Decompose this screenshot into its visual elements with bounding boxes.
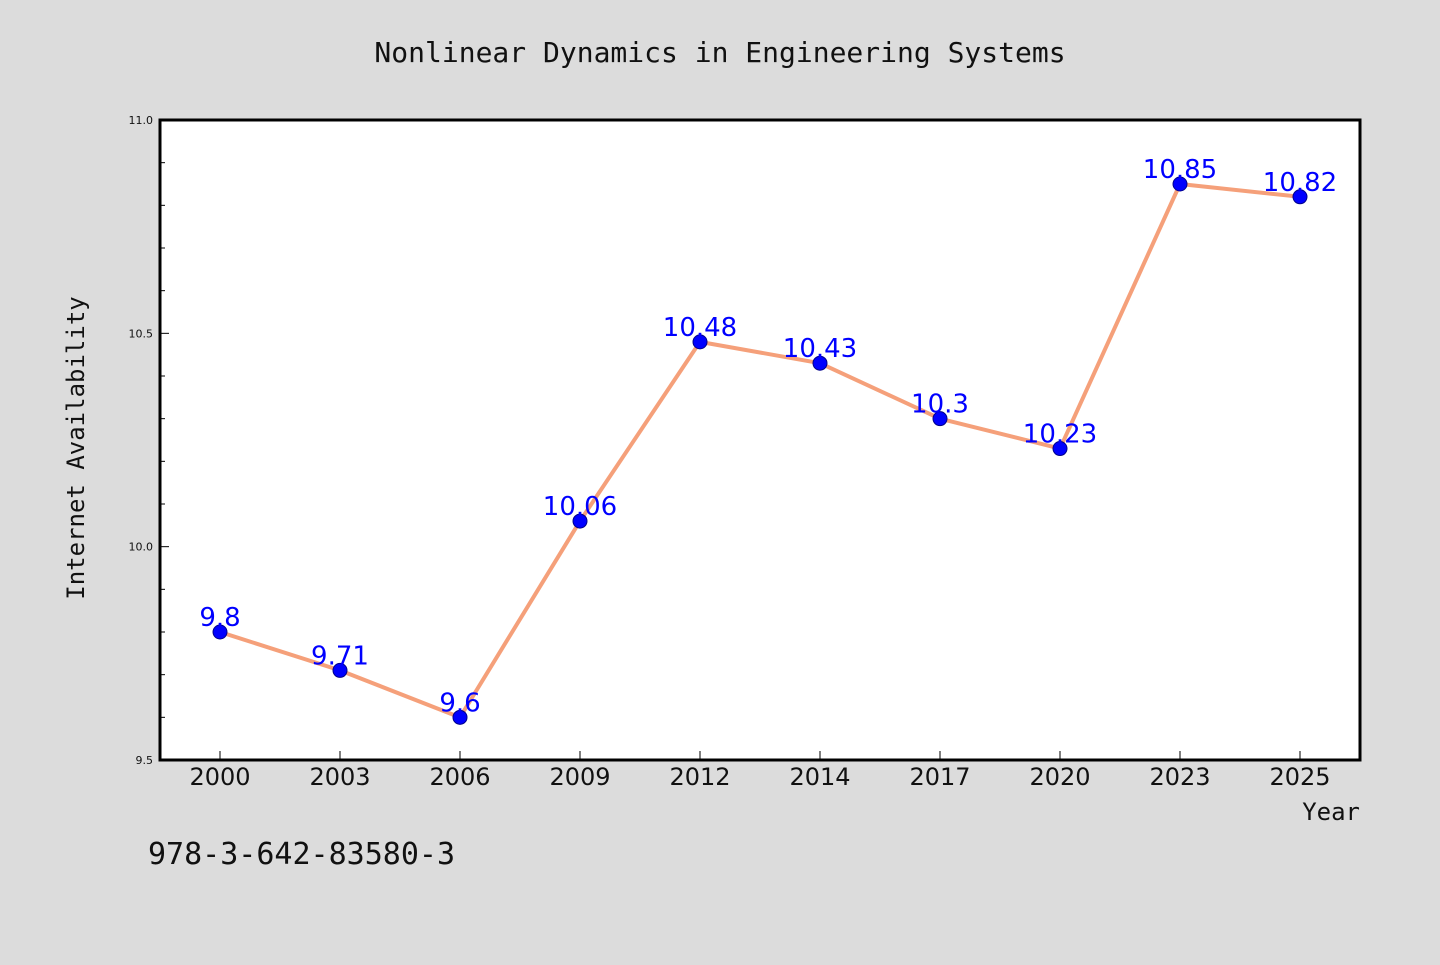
- data-label: 10.43: [783, 334, 857, 364]
- x-tick-label: 2017: [909, 763, 970, 791]
- data-label: 10.48: [663, 313, 737, 343]
- data-label: 9.8: [199, 603, 240, 633]
- x-tick-label: 2009: [549, 763, 610, 791]
- data-point: [932, 411, 948, 427]
- data-point: [1292, 189, 1308, 205]
- data-label: 10.06: [543, 492, 617, 522]
- x-tick-label: 2023: [1149, 763, 1210, 791]
- x-tick-label: 2003: [309, 763, 370, 791]
- data-point: [332, 662, 348, 678]
- data-label: 10.23: [1023, 420, 1097, 450]
- data-point: [692, 334, 708, 350]
- data-point: [812, 355, 828, 371]
- data-point: [1052, 441, 1068, 457]
- y-tick-label: 10.5: [129, 327, 154, 340]
- plot-frame: [158, 118, 1362, 762]
- x-axis-label: Year: [1302, 798, 1360, 826]
- x-tick-label: 2006: [429, 763, 490, 791]
- data-label: 10.85: [1143, 155, 1217, 185]
- data-point: [1172, 176, 1188, 192]
- data-point: [452, 709, 468, 725]
- y-tick-label: 11.0: [129, 114, 154, 127]
- data-label: 9.6: [439, 688, 480, 718]
- x-tick-label: 2012: [669, 763, 730, 791]
- y-tick-label: 9.5: [136, 754, 154, 767]
- chart-title: Nonlinear Dynamics in Engineering System…: [374, 36, 1065, 69]
- isbn-text: 978-3-642-83580-3: [148, 837, 455, 872]
- x-axis: 2000 2003 2006 2009 2012 2014 2017 2020 2023 2025: [189, 751, 1331, 791]
- series-line: [219, 182, 1301, 720]
- data-label: 9.71: [311, 641, 369, 671]
- data-point: [572, 513, 588, 529]
- x-tick-label: 2025: [1269, 763, 1330, 791]
- y-tick-label: 10.0: [129, 541, 154, 554]
- x-tick-label: 2000: [189, 763, 250, 791]
- y-axis-label: Internet Availability: [62, 296, 90, 599]
- x-tick-label: 2014: [789, 763, 850, 791]
- data-point: [212, 624, 228, 640]
- data-label: 10.3: [911, 390, 969, 420]
- series-layer: 9.8 9.71 9.6 10.06 10.48 10.43 10.3 10.23 10.85 1…: [199, 155, 1337, 725]
- x-tick-label: 2020: [1029, 763, 1090, 791]
- data-label: 10.82: [1263, 168, 1337, 198]
